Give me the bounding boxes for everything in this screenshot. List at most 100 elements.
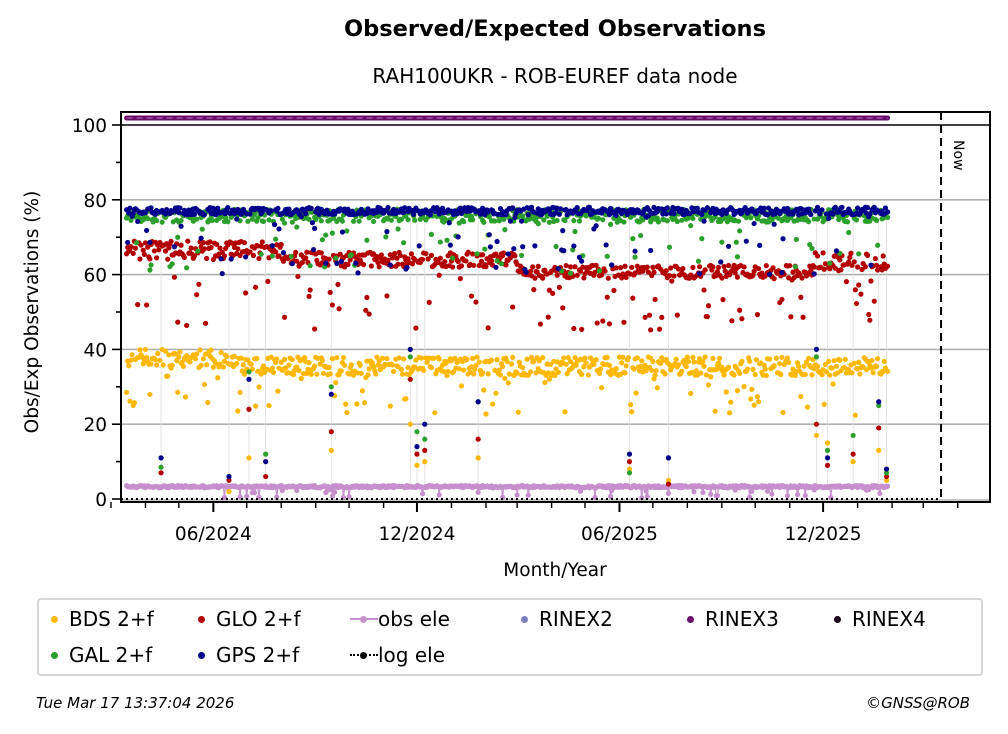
- data-point: [685, 215, 692, 221]
- data-point: [423, 250, 429, 257]
- obs-ele-point: [644, 493, 650, 500]
- data-point: [160, 362, 166, 368]
- data-point: [821, 266, 827, 272]
- data-point: [473, 363, 479, 369]
- axes-border: [120, 111, 991, 503]
- data-point: [135, 302, 141, 308]
- data-point: [885, 214, 891, 220]
- data-point: [854, 205, 861, 211]
- data-point: [770, 265, 776, 271]
- data-point: [806, 355, 812, 361]
- data-point: [269, 253, 275, 259]
- data-point: [398, 366, 404, 372]
- data-point: [579, 371, 585, 377]
- data-point: [336, 306, 342, 312]
- legend-label: obs ele: [378, 607, 450, 631]
- data-point: [350, 372, 357, 378]
- data-point: [867, 211, 873, 217]
- data-point: [339, 229, 346, 235]
- data-point: [318, 218, 324, 224]
- obs-ele-point: [221, 494, 228, 501]
- data-point: [826, 215, 832, 222]
- data-point: [631, 366, 637, 372]
- data-point: [308, 371, 314, 377]
- data-point: [294, 258, 300, 264]
- data-point: [596, 370, 603, 376]
- obs-ele-point: [639, 495, 645, 501]
- legend-marker: [350, 606, 378, 632]
- data-point: [128, 244, 134, 250]
- data-point: [196, 281, 202, 287]
- data-point: [240, 362, 246, 368]
- data-point: [468, 293, 475, 299]
- data-point: [416, 243, 422, 249]
- data-point: [579, 258, 585, 264]
- data-point: [674, 218, 680, 225]
- data-point: [269, 365, 275, 371]
- data-point: [169, 261, 175, 267]
- data-point: [344, 409, 350, 416]
- data-point: [866, 311, 872, 318]
- legend-label: GLO 2+f: [216, 607, 301, 631]
- data-point: [546, 219, 552, 225]
- data-point: [749, 386, 755, 392]
- data-point: [743, 238, 749, 244]
- obs-ele-point: [714, 492, 720, 499]
- data-point: [875, 267, 881, 273]
- obs-ele-point: [665, 490, 672, 496]
- data-point: [666, 273, 673, 279]
- data-point: [734, 274, 741, 280]
- data-point: [648, 247, 654, 254]
- data-point: [137, 256, 143, 262]
- data-point: [763, 372, 769, 379]
- data-point: [147, 239, 153, 245]
- data-point: [476, 359, 482, 365]
- data-point: [286, 206, 292, 212]
- data-point: [127, 205, 133, 211]
- data-point: [876, 447, 882, 453]
- data-point: [421, 367, 427, 373]
- data-point: [784, 205, 791, 212]
- y-tick-label: 40: [83, 340, 107, 361]
- data-point: [837, 257, 843, 263]
- data-point: [642, 314, 648, 320]
- data-point: [512, 214, 518, 221]
- data-point: [653, 368, 659, 374]
- data-point: [867, 317, 873, 323]
- data-point: [620, 271, 626, 277]
- data-point: [865, 252, 871, 258]
- data-point: [848, 250, 854, 256]
- data-point: [553, 243, 559, 250]
- data-point: [247, 249, 253, 255]
- data-point: [733, 239, 739, 245]
- data-point: [360, 262, 367, 268]
- data-point: [583, 360, 589, 366]
- data-point: [821, 401, 827, 407]
- data-point: [771, 363, 777, 369]
- series-bds: [123, 346, 891, 495]
- data-point: [143, 354, 150, 361]
- data-point: [761, 205, 767, 211]
- data-point: [217, 361, 223, 367]
- data-point: [470, 355, 476, 362]
- data-point: [137, 347, 143, 353]
- data-point: [849, 370, 855, 376]
- data-point: [383, 234, 389, 240]
- data-point: [564, 371, 570, 377]
- data-point: [875, 356, 881, 362]
- data-point: [833, 248, 840, 254]
- data-point: [359, 388, 366, 394]
- data-point: [846, 229, 852, 236]
- data-point: [437, 255, 443, 261]
- obs-ele-point: [475, 489, 481, 495]
- data-point: [310, 246, 317, 253]
- data-point: [819, 372, 825, 378]
- data-point: [248, 361, 254, 367]
- data-point: [576, 254, 583, 260]
- data-point: [195, 248, 201, 254]
- data-point: [254, 355, 260, 362]
- data-point: [737, 307, 743, 313]
- data-point: [221, 253, 228, 259]
- legend-marker: [41, 642, 69, 668]
- data-point: [632, 254, 638, 260]
